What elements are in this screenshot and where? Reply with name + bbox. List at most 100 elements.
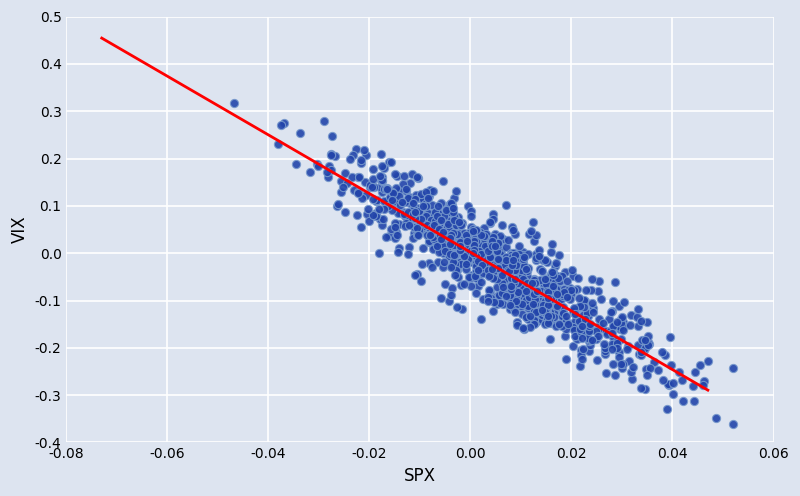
- Point: [496, 221, 509, 229]
- Point: [446, 226, 459, 234]
- Point: [537, 301, 550, 309]
- Point: [431, 258, 444, 266]
- Point: [329, 152, 342, 160]
- Point: [473, 247, 486, 255]
- Point: [595, 295, 608, 303]
- Point: [603, 327, 616, 335]
- Point: [696, 381, 709, 389]
- Point: [380, 184, 393, 192]
- Point: [375, 187, 388, 195]
- Point: [606, 297, 619, 305]
- Point: [534, 276, 546, 284]
- Point: [568, 306, 581, 313]
- Point: [351, 211, 364, 219]
- Point: [444, 200, 457, 208]
- Point: [507, 268, 520, 276]
- Point: [394, 201, 406, 209]
- Point: [452, 237, 465, 245]
- Point: [413, 207, 426, 215]
- Point: [551, 286, 564, 294]
- Point: [498, 290, 510, 298]
- Point: [606, 333, 619, 341]
- Point: [610, 337, 623, 345]
- Point: [506, 223, 518, 231]
- Point: [485, 240, 498, 248]
- Point: [524, 323, 537, 331]
- Point: [444, 233, 457, 241]
- Point: [408, 271, 421, 279]
- Point: [364, 184, 377, 191]
- Point: [509, 230, 522, 238]
- Point: [492, 264, 505, 272]
- Point: [463, 229, 476, 237]
- Point: [447, 231, 460, 239]
- Point: [450, 186, 462, 194]
- Point: [530, 256, 542, 264]
- Point: [442, 297, 455, 305]
- Point: [539, 308, 552, 316]
- Point: [338, 208, 351, 216]
- Point: [625, 369, 638, 376]
- Point: [466, 249, 479, 257]
- Point: [271, 140, 284, 148]
- Point: [362, 205, 374, 213]
- Point: [449, 271, 462, 279]
- Point: [449, 230, 462, 238]
- Point: [499, 275, 512, 283]
- Point: [391, 248, 404, 256]
- Point: [469, 238, 482, 246]
- Point: [609, 371, 622, 378]
- Point: [422, 238, 435, 246]
- Point: [455, 249, 468, 257]
- Point: [294, 129, 306, 137]
- Point: [382, 158, 395, 166]
- Point: [546, 268, 558, 276]
- Point: [362, 217, 375, 225]
- Point: [386, 189, 399, 197]
- Point: [540, 289, 553, 297]
- Point: [600, 327, 613, 335]
- Point: [487, 234, 500, 242]
- Point: [355, 223, 368, 231]
- Point: [442, 220, 454, 228]
- Point: [444, 291, 457, 299]
- Point: [526, 218, 539, 226]
- Point: [583, 337, 596, 345]
- Point: [403, 243, 416, 251]
- Point: [578, 296, 590, 304]
- Point: [498, 268, 510, 276]
- Point: [515, 292, 528, 300]
- Point: [275, 121, 288, 128]
- Point: [486, 234, 499, 242]
- Point: [421, 231, 434, 239]
- Point: [494, 263, 506, 271]
- Point: [552, 274, 565, 282]
- Point: [427, 241, 440, 249]
- Point: [470, 226, 482, 234]
- Y-axis label: VIX: VIX: [11, 216, 29, 244]
- Point: [513, 249, 526, 257]
- Point: [343, 155, 356, 163]
- Point: [602, 315, 615, 323]
- Point: [564, 290, 577, 298]
- Point: [550, 276, 563, 284]
- Point: [557, 303, 570, 310]
- Point: [446, 244, 459, 251]
- Point: [581, 331, 594, 339]
- Point: [544, 335, 557, 343]
- Point: [346, 173, 358, 181]
- Point: [515, 291, 528, 299]
- Point: [574, 346, 587, 354]
- Point: [506, 275, 518, 283]
- Point: [425, 230, 438, 238]
- Point: [434, 199, 447, 207]
- Point: [427, 221, 440, 229]
- Point: [642, 340, 655, 348]
- Point: [470, 274, 482, 282]
- Point: [486, 265, 498, 273]
- Point: [352, 189, 365, 197]
- Point: [542, 318, 554, 326]
- Point: [573, 294, 586, 302]
- Point: [509, 275, 522, 283]
- Point: [436, 237, 449, 245]
